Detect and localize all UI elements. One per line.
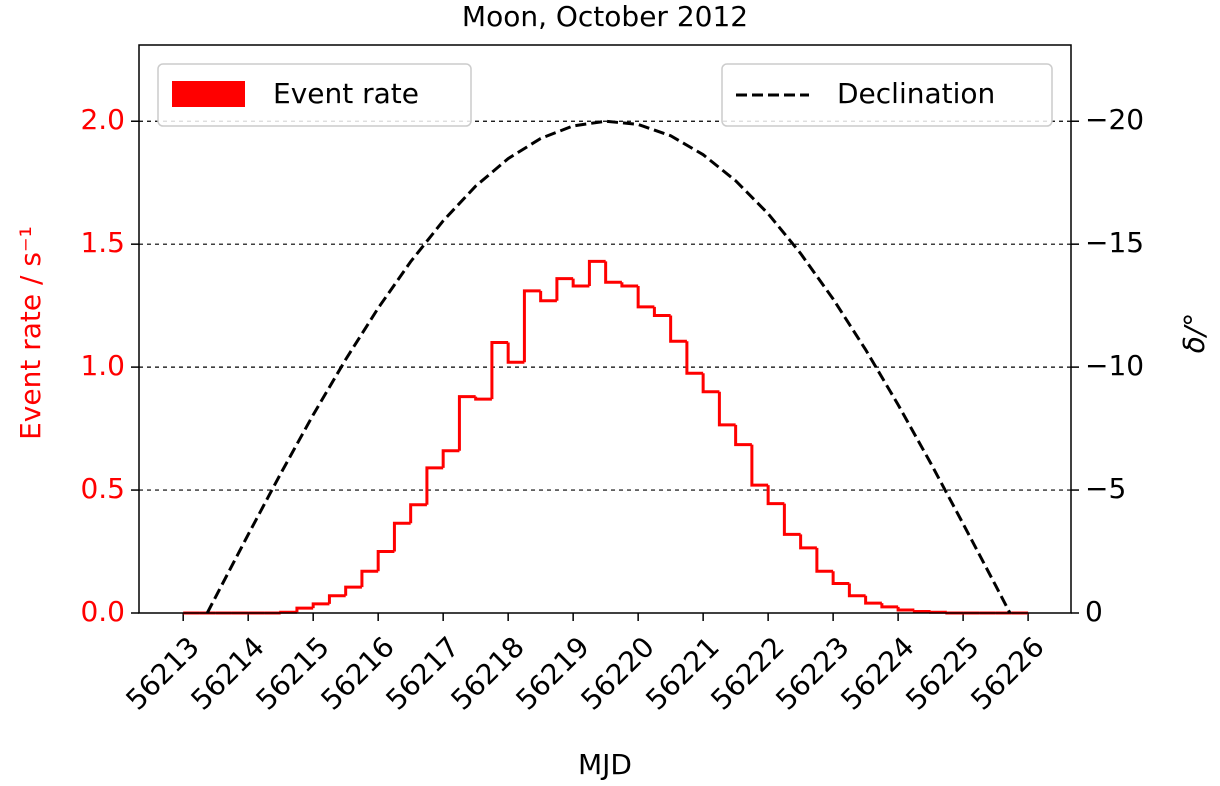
x-tick-label: 56223	[769, 630, 855, 716]
histogram-bin	[669, 315, 687, 343]
x-tick-label: 56218	[444, 630, 530, 716]
legend-label: Declination	[837, 77, 995, 110]
histogram-bin	[327, 594, 346, 604]
histogram-bin	[425, 466, 444, 505]
histogram-bin	[344, 585, 362, 596]
histogram-bin	[799, 534, 817, 550]
histogram-bin	[912, 610, 931, 614]
histogram-bin	[474, 396, 492, 401]
x-tick-label: 56222	[704, 630, 790, 716]
histogram-bin	[490, 341, 509, 400]
histogram-bin	[652, 306, 671, 317]
x-tick-label: 56224	[834, 630, 920, 716]
y-axis-label: Event rate / s⁻¹	[14, 226, 47, 440]
declination-line	[205, 119, 1012, 614]
histogram-bin	[636, 285, 655, 309]
y2-tick-label: −15	[1085, 226, 1144, 259]
x-tick-label: 56214	[184, 630, 270, 716]
histogram-bin	[782, 503, 801, 536]
histogram-bin	[734, 424, 752, 447]
y2-tick-label: −5	[1085, 472, 1126, 505]
histogram-bin	[815, 547, 834, 573]
histogram-bin	[701, 373, 720, 394]
y-tick-label: 0.5	[80, 472, 125, 505]
legend-box	[721, 63, 1053, 127]
x-tick-label: 56213	[119, 630, 205, 716]
histogram-bin	[864, 595, 882, 605]
histogram-bin	[604, 261, 622, 284]
histogram-bin	[506, 342, 525, 364]
y-tick-label: 1.0	[80, 349, 125, 382]
histogram-bin	[571, 278, 590, 288]
histogram-bin	[587, 259, 606, 286]
histogram-bin	[376, 550, 395, 572]
histogram-bin	[295, 606, 314, 613]
histogram-bin	[831, 571, 850, 585]
x-tick-label: 56225	[899, 630, 985, 716]
y-tick-label: 1.5	[80, 226, 125, 259]
histogram-bin	[880, 603, 899, 609]
plot-frame	[138, 44, 1072, 614]
y2-tick-label: −20	[1085, 103, 1144, 136]
histogram-bin	[620, 282, 639, 288]
y2-tick-label: 0	[1085, 595, 1103, 628]
histogram-bin	[409, 503, 427, 524]
histogram-bin	[555, 277, 574, 301]
x-tick-label: 56217	[379, 630, 465, 716]
histogram-bin	[929, 610, 947, 614]
x-tick-label: 56226	[964, 630, 1050, 716]
y2-axis-label: δ/°	[1178, 313, 1211, 354]
histogram-bin	[896, 606, 915, 612]
histogram-bin	[392, 521, 411, 552]
legend-swatch	[172, 81, 245, 107]
x-tick-label: 56215	[249, 630, 335, 716]
histogram-bin	[685, 341, 704, 375]
y-tick-label: 2.0	[80, 103, 125, 136]
histogram-bin	[847, 583, 866, 598]
x-tick-label: 56220	[574, 630, 660, 716]
y2-tick-label: −10	[1085, 349, 1144, 382]
histogram-bin	[457, 395, 476, 451]
histogram-bin	[360, 569, 379, 588]
legend-label: Event rate	[273, 77, 419, 110]
histogram-bin	[539, 290, 557, 303]
x-tick-label: 56216	[314, 630, 400, 716]
x-tick-label: 56221	[639, 630, 725, 716]
legend-box	[157, 63, 472, 127]
x-axis-label: MJD	[578, 748, 632, 781]
histogram-bin	[441, 449, 460, 468]
histogram-bin	[717, 391, 736, 427]
histogram-bin	[522, 289, 541, 363]
y-tick-label: 0.0	[80, 595, 125, 628]
x-tick-label: 56219	[509, 630, 595, 716]
histogram-bin	[766, 485, 785, 506]
histogram-bin	[750, 444, 769, 487]
histogram-bin	[311, 602, 330, 609]
chart-title: Moon, October 2012	[462, 0, 748, 33]
